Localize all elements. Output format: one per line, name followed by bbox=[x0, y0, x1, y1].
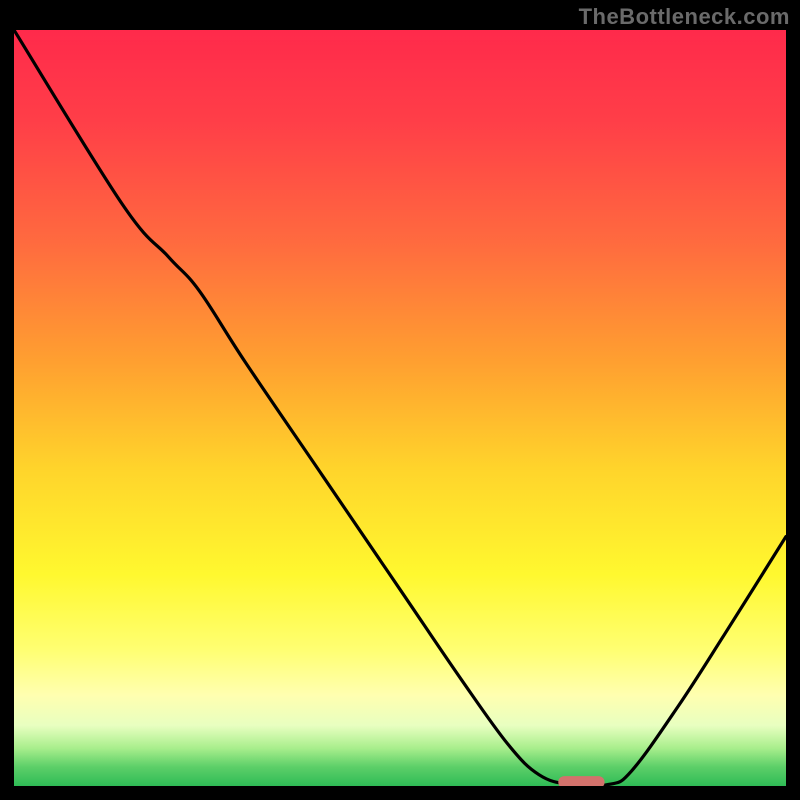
gradient-background bbox=[14, 30, 786, 786]
chart-frame: TheBottleneck.com bbox=[0, 0, 800, 800]
optimal-marker bbox=[558, 776, 604, 786]
bottleneck-chart bbox=[14, 30, 786, 786]
watermark-label: TheBottleneck.com bbox=[579, 4, 790, 30]
